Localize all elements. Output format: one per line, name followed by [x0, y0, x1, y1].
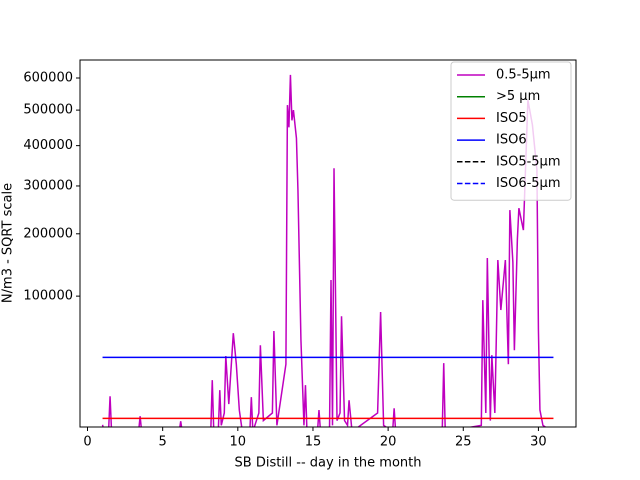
legend-label: ISO5-5µm: [496, 154, 561, 169]
legend-label: ISO6: [496, 133, 527, 148]
y-tick-label: 400000: [23, 138, 73, 153]
x-axis-label: SB Distill -- day in the month: [235, 456, 422, 471]
y-tick-label: 200000: [23, 226, 73, 241]
series-line: [101, 74, 547, 427]
legend-label: ISO5: [496, 111, 527, 126]
x-tick-label: 10: [230, 435, 247, 450]
y-tick-label: 100000: [23, 289, 73, 304]
plot-lines: [101, 74, 554, 427]
legend-label: 0.5-5µm: [496, 68, 551, 83]
axes-frame: [79, 59, 577, 428]
x-tick-label: 0: [83, 435, 91, 450]
y-tick-label: 500000: [23, 103, 73, 118]
legend-label: >5 µm: [496, 89, 540, 104]
x-tick-label: 30: [530, 435, 547, 450]
y-tick-label: 600000: [23, 70, 73, 85]
x-tick-label: 15: [305, 435, 322, 450]
legend-label: ISO6-5µm: [496, 176, 561, 191]
x-tick-label: 5: [159, 435, 167, 450]
x-tick-label: 25: [455, 435, 472, 450]
y-tick-label: 300000: [23, 178, 73, 193]
y-axis-label: N/m3 - SQRT scale: [1, 183, 16, 303]
x-tick-label: 20: [380, 435, 397, 450]
